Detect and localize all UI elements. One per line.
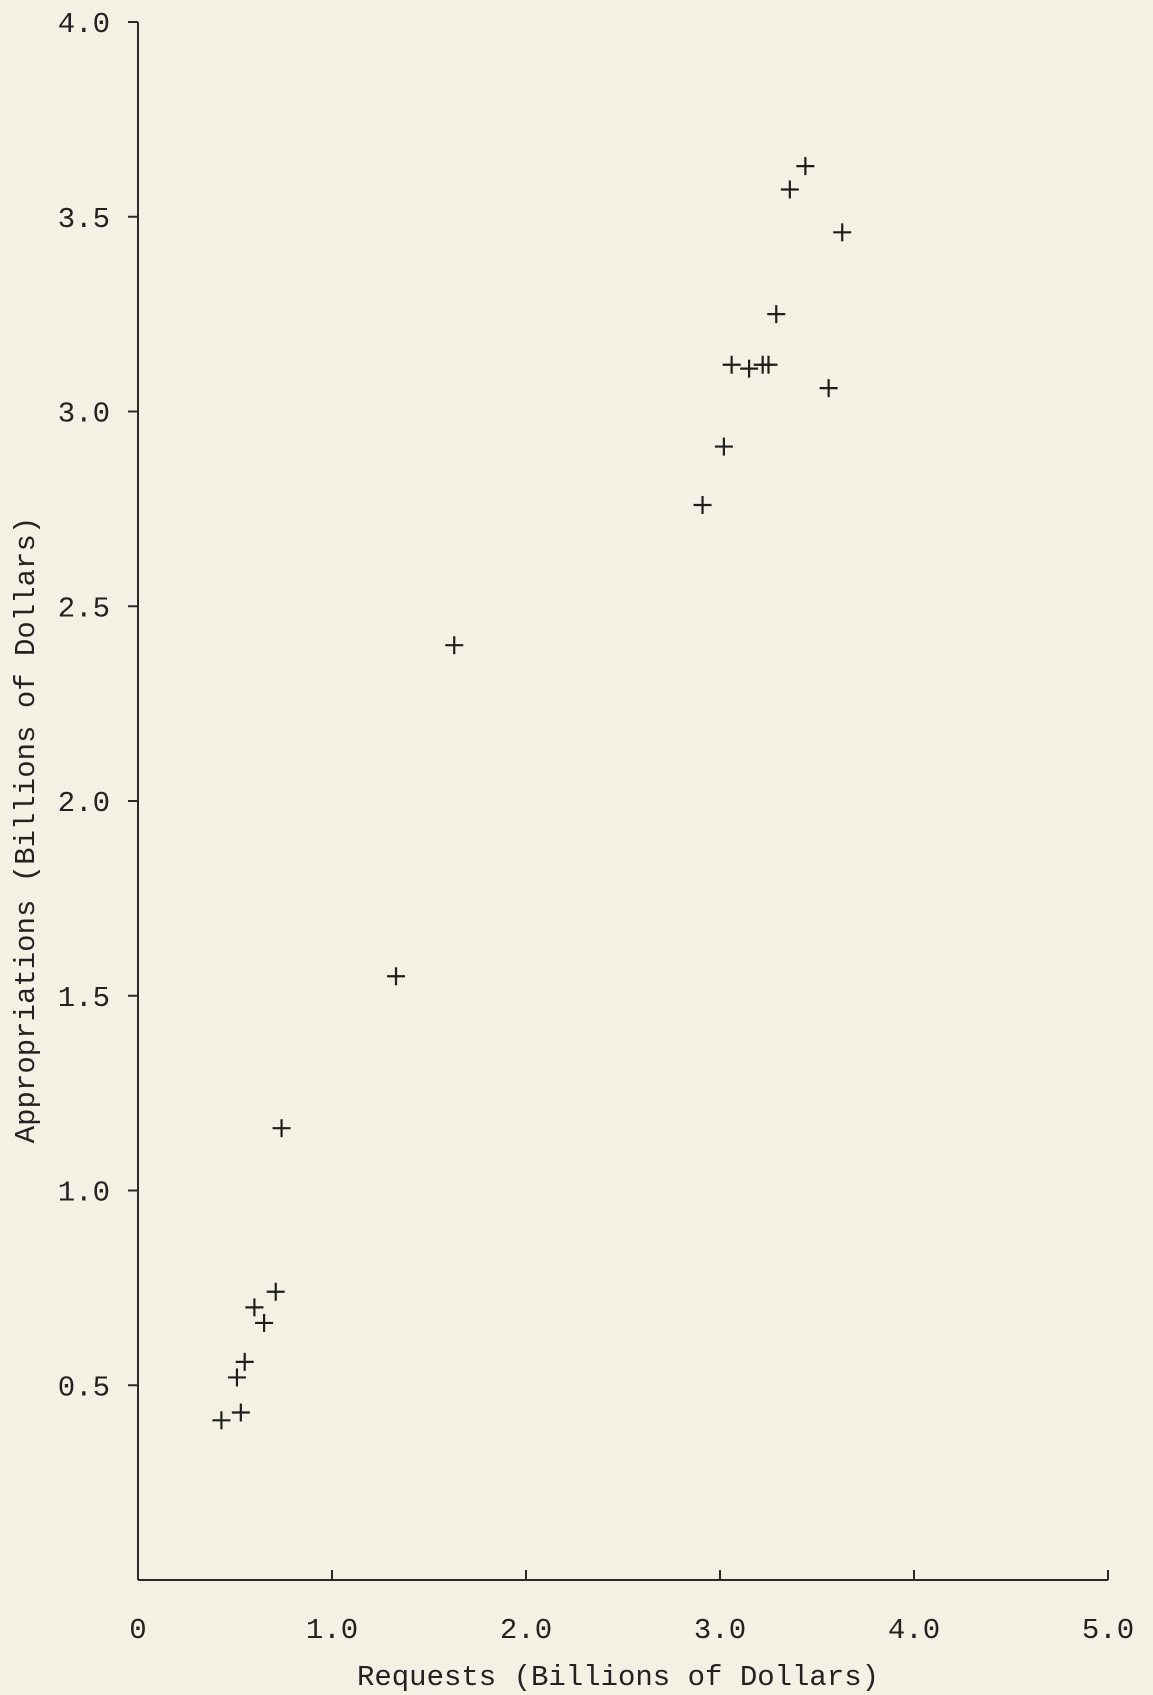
y-tick-label: 3.0 [58,398,110,431]
data-point [235,1352,254,1371]
data-point [819,379,838,398]
x-tick-label: 3.0 [694,1614,746,1647]
y-tick-label: 2.0 [58,787,110,820]
data-point [780,180,799,199]
y-tick-label: 2.5 [58,592,110,625]
data-point [231,1403,250,1422]
data-point [833,223,852,242]
x-tick-label: 0 [129,1614,146,1647]
y-tick-label: 1.5 [58,982,110,1015]
data-point [212,1411,231,1430]
data-point [740,359,759,378]
y-axis-ticks: 0.5 1.0 1.5 2.0 2.5 3.0 3.5 4.0 [58,8,138,1404]
y-tick-label: 0.5 [58,1371,110,1404]
data-point [255,1313,274,1332]
data-point [759,355,778,374]
x-tick-label: 4.0 [888,1614,940,1647]
y-tick-label: 3.5 [58,203,110,236]
x-axis-ticks: 0 1.0 2.0 3.0 4.0 5.0 [129,1570,1134,1647]
x-axis-label: Requests (Billions of Dollars) [357,1661,879,1694]
data-point [693,495,712,514]
y-tick-label: 4.0 [58,8,110,41]
x-tick-label: 1.0 [306,1614,358,1647]
x-tick-label: 2.0 [500,1614,552,1647]
data-point [266,1282,285,1301]
data-point [445,636,464,655]
y-tick-label: 1.0 [58,1177,110,1210]
data-point [767,305,786,324]
data-point [245,1298,264,1317]
data-point [272,1119,291,1138]
data-point [387,967,406,986]
data-points [212,157,852,1430]
y-axis-label: Appropriations (Billions of Dollars) [10,517,43,1144]
data-point [227,1368,246,1387]
data-point [722,355,741,374]
data-point [714,437,733,456]
data-point [796,157,815,176]
x-tick-label: 5.0 [1082,1614,1134,1647]
